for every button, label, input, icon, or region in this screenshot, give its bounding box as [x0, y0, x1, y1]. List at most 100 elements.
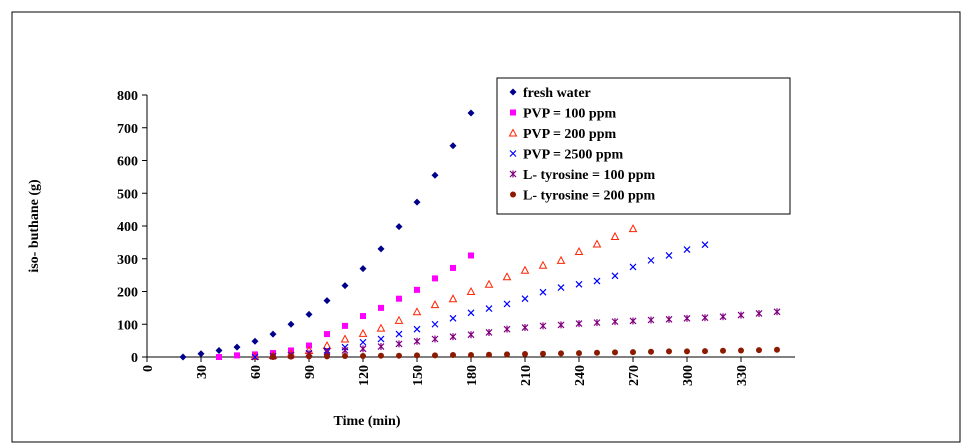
data-point	[395, 330, 403, 338]
data-point	[306, 353, 312, 360]
x-axis-label: Time (min)	[333, 414, 400, 429]
legend-label: PVP = 200 ppm	[523, 127, 616, 142]
data-point	[684, 348, 690, 355]
data-point	[414, 286, 420, 293]
data-point	[234, 352, 240, 359]
data-point	[683, 246, 691, 254]
data-point	[665, 315, 673, 323]
data-point	[340, 334, 350, 343]
legend-marker	[510, 191, 516, 198]
data-point	[521, 295, 529, 303]
data-point	[610, 231, 620, 240]
data-point	[270, 354, 276, 360]
data-point	[341, 346, 349, 354]
x-tick-label: 150	[411, 365, 426, 386]
data-point	[413, 198, 421, 206]
data-point	[503, 300, 511, 308]
data-point	[342, 353, 348, 360]
y-tick-label: 100	[117, 318, 138, 333]
chart-frame	[11, 11, 961, 443]
data-point	[756, 347, 762, 354]
data-point	[413, 337, 421, 345]
data-point	[449, 142, 457, 150]
y-tick-label: 600	[117, 155, 138, 170]
legend-box	[496, 77, 791, 215]
data-point	[468, 352, 474, 359]
data-point	[414, 352, 420, 359]
x-tick-label: 30	[195, 365, 210, 379]
data-point	[502, 272, 512, 281]
data-point	[306, 342, 312, 349]
y-tick-label: 300	[117, 253, 138, 268]
data-point	[647, 256, 655, 264]
data-point	[215, 346, 223, 354]
data-point	[485, 328, 493, 336]
data-point	[504, 351, 510, 358]
x-tick-label: 0	[141, 365, 156, 372]
legend-marker	[509, 170, 517, 178]
data-point	[539, 322, 547, 330]
data-point	[179, 353, 187, 361]
data-point	[647, 316, 655, 324]
data-point	[360, 313, 366, 320]
data-point	[503, 325, 511, 333]
y-tick-label: 800	[117, 89, 138, 104]
y-tick-label: 200	[117, 286, 138, 301]
data-point	[520, 265, 530, 274]
data-point	[666, 348, 672, 355]
x-tick-label: 60	[249, 365, 264, 379]
y-tick-label: 500	[117, 187, 138, 202]
data-point	[466, 286, 476, 295]
legend-label: fresh water	[523, 86, 591, 101]
data-point	[432, 275, 438, 282]
data-point	[359, 345, 367, 353]
legend-label: L- tyrosine = 200 ppm	[523, 189, 656, 204]
data-point	[594, 349, 600, 356]
data-point	[539, 288, 547, 296]
y-tick-label: 700	[117, 122, 138, 137]
data-point	[287, 320, 295, 328]
data-point	[576, 350, 582, 357]
data-point	[628, 224, 638, 233]
data-point	[701, 314, 709, 322]
data-point	[538, 260, 548, 269]
data-point	[702, 348, 708, 355]
data-point	[358, 328, 368, 337]
data-point	[322, 340, 332, 350]
data-point	[252, 351, 258, 358]
data-point	[557, 284, 565, 291]
data-point	[341, 282, 349, 290]
data-point	[774, 346, 780, 353]
data-point	[359, 338, 367, 346]
legend-label: PVP = 2500 ppm	[523, 148, 623, 163]
data-point	[612, 349, 618, 356]
data-point	[377, 335, 385, 343]
data-point	[593, 319, 601, 327]
data-point	[233, 343, 241, 351]
data-point	[395, 340, 403, 348]
legend-marker	[509, 150, 517, 157]
data-point	[376, 323, 386, 332]
data-point	[557, 321, 565, 329]
x-tick-label: 240	[573, 365, 588, 386]
data-point	[556, 255, 566, 264]
legend-marker	[508, 128, 518, 137]
data-point	[269, 330, 277, 338]
data-point	[396, 295, 402, 302]
data-point	[288, 353, 294, 360]
data-point	[324, 331, 330, 338]
x-tick-label: 90	[303, 365, 318, 379]
x-tick-label: 120	[357, 365, 372, 386]
data-point	[342, 322, 348, 329]
legend-marker	[509, 88, 517, 96]
data-point	[360, 353, 366, 360]
data-point	[377, 245, 385, 253]
data-point	[431, 335, 439, 343]
data-point	[484, 279, 494, 288]
data-point	[430, 300, 440, 309]
x-tick-label: 210	[519, 365, 534, 386]
data-point	[737, 311, 745, 319]
data-point	[629, 317, 637, 325]
data-point	[521, 324, 529, 332]
